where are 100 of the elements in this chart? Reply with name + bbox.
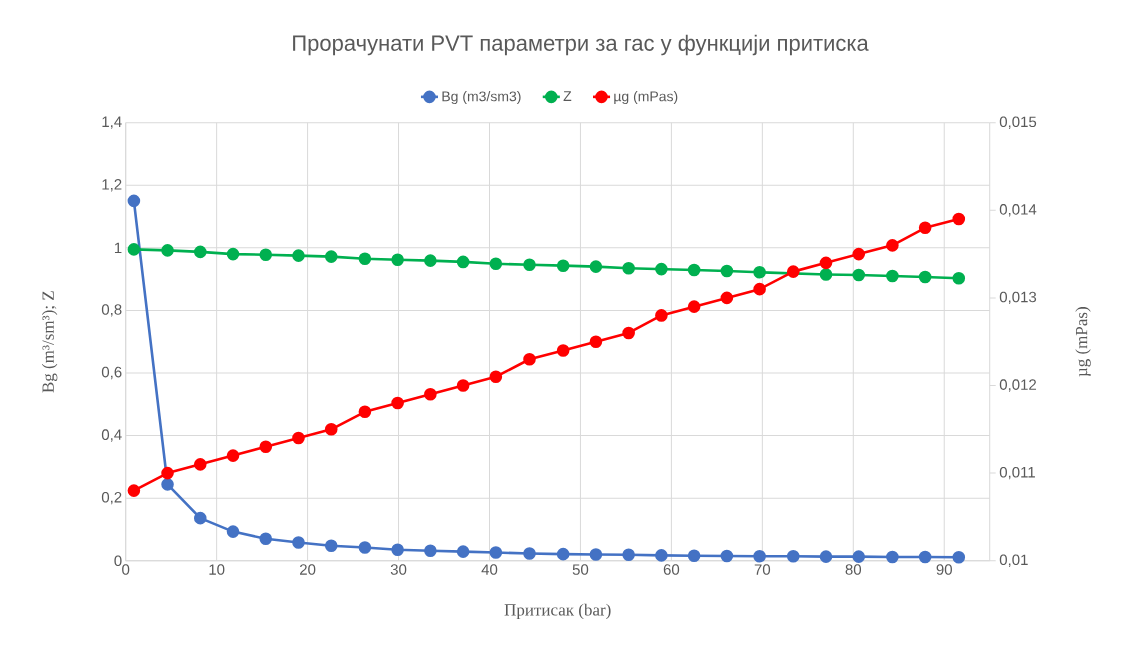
point (687, 300, 701, 313)
point (391, 543, 404, 557)
y2-tick-label: 0,012 (999, 379, 1037, 392)
y-tick-label: 1,4 (102, 116, 122, 129)
point (523, 547, 536, 560)
point (324, 423, 338, 436)
point (952, 212, 966, 226)
y2-tick-label: 0,011 (999, 466, 1035, 480)
y-tick-label: 1,2 (102, 179, 122, 192)
point (259, 440, 273, 454)
point (424, 387, 437, 401)
point (556, 259, 570, 272)
point (753, 282, 766, 296)
point (127, 484, 141, 497)
point (918, 550, 932, 564)
point (655, 309, 668, 322)
point (589, 260, 603, 273)
point (523, 258, 536, 272)
x-axis-title: Притисак (bar) (504, 603, 611, 620)
point (720, 291, 734, 305)
point (193, 511, 207, 525)
point (720, 549, 734, 563)
point (622, 548, 635, 562)
point (489, 370, 503, 384)
point (424, 544, 437, 557)
y-axis-title: Bg (m³/sm³); Z (41, 291, 58, 393)
point (127, 194, 141, 208)
point (786, 265, 800, 278)
y2-tick-label: 0,01 (999, 554, 1028, 567)
point (292, 249, 305, 262)
y-tick-label: 0,8 (101, 304, 122, 317)
point (193, 458, 207, 471)
point (952, 271, 966, 285)
point (622, 261, 635, 275)
x-tick-label: 70 (754, 564, 771, 575)
x-tick-label: 30 (390, 564, 407, 575)
legend-label: Bg (m3/sm3) (442, 91, 521, 105)
x-tick-label: 20 (300, 564, 316, 575)
point (819, 550, 833, 563)
point (358, 252, 372, 266)
point (424, 254, 437, 267)
point (886, 269, 899, 283)
point (259, 532, 273, 546)
y2-tick-label: 0,015 (999, 116, 1037, 129)
point (358, 405, 372, 419)
x-tick-label: 60 (663, 564, 680, 575)
point (589, 335, 603, 348)
point (687, 263, 701, 277)
point (489, 257, 503, 271)
x-tick-label: 40 (481, 564, 498, 575)
x-tick-label: 90 (936, 564, 952, 575)
y-tick-label: 1 (114, 242, 122, 253)
legend-label: Z (563, 91, 572, 101)
point (226, 449, 240, 462)
point (753, 550, 766, 563)
point (193, 245, 207, 259)
y-tick-label: 0,6 (101, 366, 122, 380)
point (358, 541, 372, 554)
point (127, 243, 141, 256)
point (523, 352, 536, 366)
x-tick-label: 0 (122, 564, 130, 575)
point (161, 244, 174, 257)
point (886, 550, 899, 564)
point (456, 255, 470, 269)
point (292, 431, 305, 445)
chart-title: Прорачунати PVT параметри за гас у функцији притиска (293, 34, 869, 56)
x-tick-label: 50 (572, 564, 589, 575)
point (886, 239, 899, 252)
point (456, 545, 470, 558)
point (556, 344, 570, 357)
point (852, 550, 866, 563)
point (161, 478, 174, 491)
point (918, 270, 932, 284)
point (556, 547, 570, 561)
point (324, 539, 338, 552)
point (952, 550, 966, 564)
x-tick-label: 10 (209, 564, 225, 575)
point (852, 247, 866, 261)
legend-label: µg (mPas) (614, 91, 678, 105)
y-tick-label: 0,2 (101, 491, 122, 505)
point (786, 550, 800, 563)
x-tick-label: 80 (845, 564, 862, 575)
point (753, 265, 766, 279)
point (589, 548, 603, 561)
point (391, 253, 404, 267)
y-tick-label: 0,4 (101, 429, 122, 442)
point (819, 256, 833, 270)
point (655, 549, 668, 562)
point (226, 525, 240, 538)
point (622, 326, 635, 340)
point (324, 250, 338, 263)
y-tick-label: 0 (114, 555, 122, 567)
point (456, 379, 470, 392)
point (655, 262, 668, 276)
y2-tick-label: 0,014 (999, 204, 1037, 217)
point (226, 247, 240, 261)
point (852, 268, 866, 282)
y2-tick-label: 0,013 (999, 291, 1037, 305)
point (292, 536, 305, 549)
y2-axis-title: µg (mPas) (1075, 307, 1091, 377)
